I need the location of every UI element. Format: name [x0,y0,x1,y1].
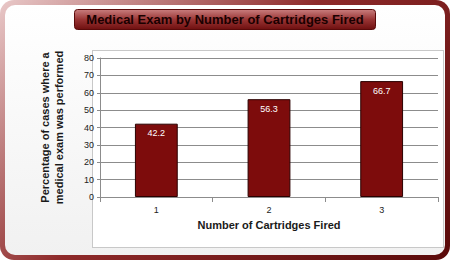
svg-text:2: 2 [266,205,271,215]
svg-text:50: 50 [84,105,94,115]
svg-text:56.3: 56.3 [260,104,278,114]
svg-text:60: 60 [84,88,94,98]
svg-text:medical exam was performed: medical exam was performed [53,51,65,204]
svg-text:30: 30 [84,140,94,150]
svg-text:20: 20 [84,157,94,167]
svg-text:Percentage of cases where a: Percentage of cases where a [39,51,51,202]
svg-text:70: 70 [84,70,94,80]
svg-text:Number of Cartridges Fired: Number of Cartridges Fired [197,219,340,231]
svg-text:0: 0 [89,192,94,202]
svg-text:42.2: 42.2 [148,128,166,138]
svg-text:Medical Exam by Number of Cart: Medical Exam by Number of Cartridges Fir… [86,12,363,27]
svg-text:66.7: 66.7 [373,86,391,96]
svg-text:3: 3 [379,205,384,215]
svg-text:40: 40 [84,123,94,133]
svg-text:1: 1 [154,205,159,215]
svg-text:10: 10 [84,175,94,185]
svg-text:80: 80 [84,53,94,63]
